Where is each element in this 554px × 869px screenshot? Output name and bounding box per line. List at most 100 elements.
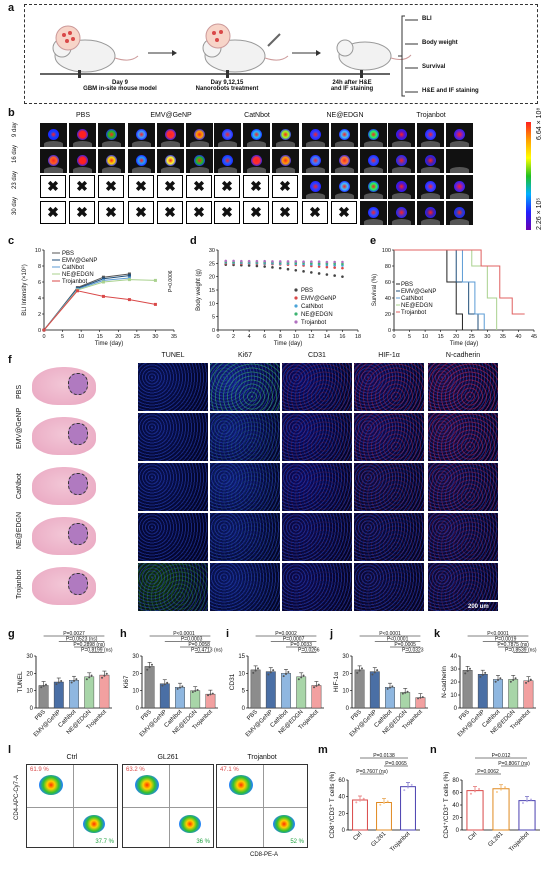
if-row-label: EMV@GeNP	[16, 407, 23, 449]
p-value-label: P=0.8539 (ns)	[505, 648, 537, 654]
cd8-population	[273, 815, 295, 833]
he-brain-section	[28, 413, 100, 459]
bli-signal	[280, 129, 291, 140]
replicate-dot	[514, 677, 517, 680]
data-point	[127, 278, 131, 282]
mouse-silhouette	[102, 141, 121, 147]
replicate-dot	[499, 677, 502, 680]
replicate-dot	[163, 683, 166, 686]
bli-image-tile	[360, 123, 387, 147]
replicate-dot	[360, 667, 363, 670]
bli-signal	[425, 207, 436, 218]
legend-label: Trojanbot	[62, 279, 87, 285]
marker-signal	[210, 363, 280, 411]
cd8-percent: 37.7 %	[95, 839, 114, 845]
p-value-label: P=0.4713 (ns)	[191, 648, 223, 654]
mouse-silhouette	[335, 167, 354, 173]
mouse-silhouette	[190, 141, 209, 147]
marker-signal	[282, 463, 352, 511]
replicate-dot	[359, 799, 361, 802]
replicate-dot	[302, 674, 305, 677]
if-stain-title: Ki67	[237, 352, 252, 359]
bar	[369, 671, 380, 709]
x-tick-label: 12	[308, 334, 314, 340]
scale-bar	[480, 600, 508, 602]
bli-image-tile	[388, 123, 415, 147]
mouse-silhouette	[364, 141, 383, 147]
if-row-label: NE@EDGN	[16, 511, 23, 549]
dead-mouse-x-icon: ✖	[272, 175, 298, 198]
x-tick-label: 6	[263, 334, 266, 340]
cd4-percent: 61.9 %	[30, 767, 49, 773]
data-point	[302, 260, 305, 264]
mouse-silhouette	[421, 219, 440, 225]
replicate-dot	[42, 684, 45, 687]
mouse-silhouette	[102, 167, 121, 173]
flow-plot-box: 61.9 % 37.7 %	[26, 764, 118, 848]
data-point	[341, 262, 344, 266]
bli-signal	[77, 129, 88, 140]
marker-signal	[282, 413, 352, 461]
y-tick-label: 0	[342, 828, 346, 834]
cd4-population	[39, 775, 63, 795]
bli-signal	[310, 181, 321, 192]
y-tick-label: 10	[132, 689, 139, 695]
replicate-dot	[90, 674, 93, 677]
bli-signal	[425, 129, 436, 140]
data-point	[127, 272, 131, 276]
bar	[352, 799, 368, 831]
data-point	[310, 271, 313, 274]
bli-group-title: EMV@GeNP	[150, 112, 192, 119]
bli-image-tile	[417, 123, 444, 147]
bli-image-tile	[128, 149, 155, 173]
data-point	[42, 328, 46, 332]
bar	[354, 669, 365, 709]
dead-mouse-x-icon: ✖	[302, 201, 328, 224]
mouse-silhouette	[450, 141, 469, 147]
p-value-label: P=0.0002	[275, 631, 297, 637]
y-tick-label: 0	[242, 706, 246, 712]
replicate-dot	[474, 790, 476, 793]
p-value-label: P=0.0266	[298, 648, 320, 654]
mouse-silhouette	[364, 193, 383, 199]
nuclei-texture	[282, 463, 352, 511]
bli-image-tile	[40, 123, 67, 147]
p-value-label: P=0.0007	[283, 637, 305, 643]
nuclei-texture	[138, 463, 208, 511]
data-point	[310, 260, 313, 264]
if-image-tile	[210, 513, 280, 561]
replicate-dot	[527, 680, 530, 683]
p-value-label: P=0.0003	[181, 637, 203, 643]
bli-image-tile	[214, 123, 241, 147]
bli-image-tile	[40, 149, 67, 173]
x-axis-label: Time (day)	[95, 341, 123, 347]
chart-j: 0102030HIF-1αPBSEMV@GeNPCatNbotNE@EDGNTr…	[333, 631, 428, 738]
p-value-label: P<0.0001	[387, 637, 409, 643]
dead-mouse-x-icon: ✖	[40, 201, 66, 224]
data-point	[101, 277, 105, 281]
y-tick-label: 0	[346, 706, 350, 712]
replicate-dot	[40, 686, 43, 689]
mouse-icon	[336, 39, 412, 71]
dead-mouse-x-icon: ✖	[128, 175, 154, 198]
p-value-label: P<0.0001	[487, 631, 509, 637]
x-tick-label: 35	[500, 334, 506, 340]
y-tick-label: 2	[38, 312, 41, 318]
bli-signal	[48, 155, 59, 166]
bli-row-label: 9 day	[12, 122, 18, 137]
y-tick-label: 10	[342, 689, 349, 695]
legend-label: CatNbot	[301, 304, 323, 310]
if-image-tile	[354, 363, 424, 411]
if-image-tile	[428, 363, 498, 411]
bli-colorbar	[526, 122, 531, 230]
marker-signal	[138, 463, 208, 511]
nuclei-texture	[138, 513, 208, 561]
y-axis-label: Body weight (g)	[196, 269, 202, 311]
tumor-region	[68, 473, 88, 495]
marker-signal	[282, 563, 352, 611]
replicate-dot	[407, 786, 409, 789]
bli-image-tile	[128, 123, 155, 147]
replicate-dot	[389, 686, 391, 689]
dead-mouse-x-icon: ✖	[243, 201, 269, 224]
data-point	[341, 260, 344, 264]
